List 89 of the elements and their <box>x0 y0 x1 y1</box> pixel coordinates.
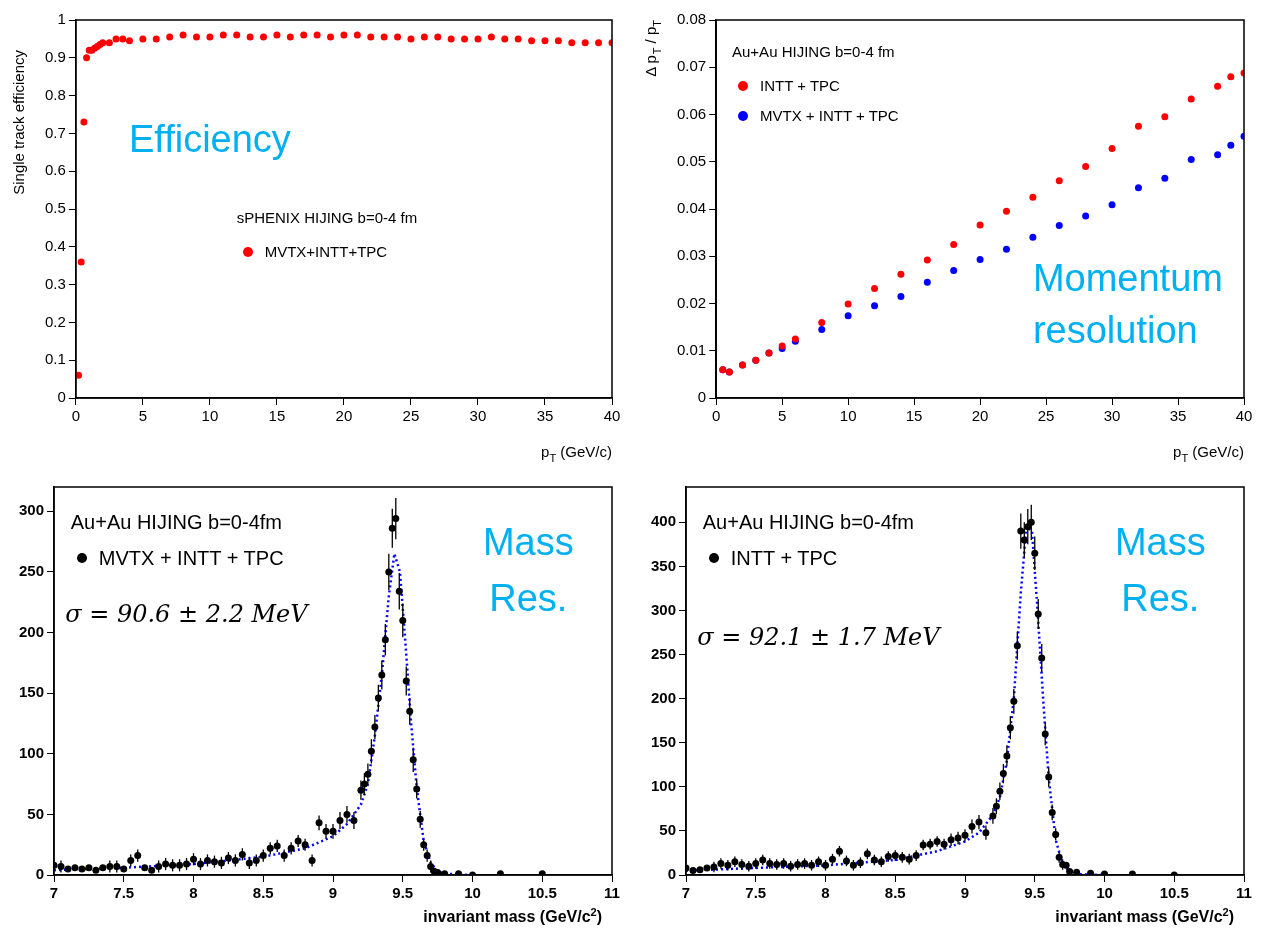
legend-title: Au+Au HIJING b=0-4fm <box>70 510 283 535</box>
x-tick-label: 20 <box>335 407 353 425</box>
y-tick-label: 0.04 <box>676 199 707 217</box>
x-tick-label: 7 <box>681 884 691 902</box>
annotation: Momentum resolution <box>1032 257 1223 352</box>
y-tick-label: 400 <box>651 512 677 530</box>
x-tick-label: 9.5 <box>1024 884 1046 902</box>
y-tick-label: 0.7 <box>44 123 66 141</box>
x-tick-label: 20 <box>971 407 989 425</box>
y-tick-label: 50 <box>659 821 677 839</box>
x-tick-label: 8.5 <box>884 884 906 902</box>
x-tick-label: 0 <box>71 407 81 425</box>
x-tick-label: 10.5 <box>1159 884 1189 902</box>
x-tick-label: 35 <box>1169 407 1187 425</box>
annotation: Mass Res. <box>482 521 574 620</box>
y-tick-label: 250 <box>651 644 677 662</box>
x-tick-label: 9 <box>328 884 338 902</box>
y-tick-label: 200 <box>651 688 677 706</box>
x-tick-label: 7 <box>49 884 59 902</box>
y-tick-label: 0.2 <box>44 312 66 330</box>
y-tick-label: 0.6 <box>44 161 66 179</box>
y-tick-label: 300 <box>651 600 677 618</box>
legend-label: INTT + TPC <box>730 546 838 571</box>
x-tick-label: 30 <box>1103 407 1121 425</box>
x-tick-label: 9 <box>960 884 970 902</box>
y-tick-label: 0.1 <box>44 350 66 368</box>
y-tick-label: 350 <box>651 556 677 574</box>
y-tick-label: 0.3 <box>44 274 66 292</box>
legend-title: Au+Au HIJING b=0-4fm <box>702 510 914 535</box>
x-tick-label: 40 <box>1235 407 1253 425</box>
x-tick-label: 10 <box>1096 884 1113 902</box>
y-tick-label: 0 <box>57 388 66 406</box>
y-tick-label: 1 <box>57 10 66 28</box>
y-tick-label: 0 <box>697 388 707 406</box>
y-tick-label: 300 <box>19 501 45 519</box>
legend-label: MVTX+INTT+TPC <box>264 243 388 261</box>
x-tick-label: 25 <box>402 407 420 425</box>
x-tick-label: 10 <box>201 407 219 425</box>
x-tick-label: 15 <box>905 407 923 425</box>
y-tick-label: 150 <box>19 683 45 701</box>
x-tick-label: 10 <box>464 884 481 902</box>
x-tick-label: 30 <box>469 407 487 425</box>
annotation: Mass Res. <box>1114 521 1206 620</box>
legend-title: Au+Au HIJING b=0-4 fm <box>732 42 896 61</box>
y-tick-label: 0.5 <box>44 199 66 217</box>
x-tick-label: 9.5 <box>392 884 414 902</box>
y-tick-label: 0.03 <box>676 246 707 264</box>
y-tick-label: 0.08 <box>676 10 707 28</box>
y-tick-label: 0 <box>667 865 677 883</box>
x-tick-label: 5 <box>778 407 787 425</box>
y-axis-title: Single track efficiency <box>10 49 27 195</box>
x-tick-label: 0 <box>712 407 721 425</box>
y-axis-title: Δ pT / pT <box>642 19 663 77</box>
y-tick-label: 0.4 <box>44 236 66 254</box>
x-tick-label: 15 <box>268 407 286 425</box>
y-tick-label: 0.9 <box>44 47 66 65</box>
x-tick-label: 5 <box>138 407 148 425</box>
x-tick-label: 10 <box>839 407 857 425</box>
x-tick-label: 8.5 <box>252 884 274 902</box>
y-tick-label: 50 <box>27 804 45 822</box>
x-tick-label: 8 <box>821 884 830 902</box>
y-tick-label: 0.02 <box>676 293 707 311</box>
y-tick-label: 100 <box>651 776 677 794</box>
x-tick-label: 25 <box>1037 407 1055 425</box>
y-tick-label: 150 <box>651 732 677 750</box>
y-tick-label: 0.01 <box>676 340 707 358</box>
y-tick-label: 0.8 <box>44 85 66 103</box>
y-tick-label: 0 <box>35 865 45 883</box>
annotation: σ = 90.6 ± 2.2 MeV <box>65 599 311 628</box>
x-tick-label: 35 <box>536 407 554 425</box>
x-tick-label: 10.5 <box>527 884 557 902</box>
x-tick-label: 7.5 <box>745 884 767 902</box>
x-tick-label: 40 <box>603 407 621 425</box>
legend-label: MVTX + INTT + TPC <box>98 546 284 571</box>
y-tick-label: 0.05 <box>676 151 707 169</box>
x-tick-label: 7.5 <box>113 884 135 902</box>
annotation: Efficiency <box>128 117 291 160</box>
legend-title: sPHENIX HIJING b=0-4 fm <box>236 209 418 227</box>
annotation: σ = 92.1 ± 1.7 MeV <box>697 622 943 651</box>
x-tick-label: 8 <box>189 884 198 902</box>
x-tick-label: 11 <box>604 884 620 902</box>
y-tick-label: 200 <box>19 622 45 640</box>
x-tick-label: 11 <box>1236 884 1252 902</box>
y-tick-label: 0.07 <box>676 57 707 75</box>
y-tick-label: 250 <box>19 562 45 580</box>
y-tick-label: 0.06 <box>676 104 707 122</box>
y-tick-label: 100 <box>19 743 45 761</box>
legend-label: INTT + TPC <box>760 76 840 95</box>
legend-label: MVTX + INTT + TPC <box>760 106 899 125</box>
